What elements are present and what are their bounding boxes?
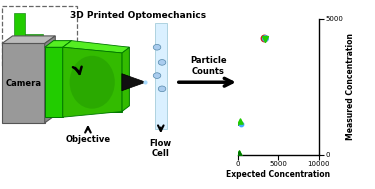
Polygon shape <box>63 47 122 117</box>
Text: Flow
Cell: Flow Cell <box>150 139 172 158</box>
Ellipse shape <box>70 56 115 109</box>
Polygon shape <box>2 36 55 43</box>
Polygon shape <box>45 47 63 117</box>
Circle shape <box>153 44 161 50</box>
Text: Particle
Counts: Particle Counts <box>190 57 227 76</box>
Point <box>237 121 243 124</box>
FancyBboxPatch shape <box>2 43 45 123</box>
X-axis label: Expected Concentration: Expected Concentration <box>226 170 330 179</box>
Point <box>262 37 268 40</box>
Polygon shape <box>154 23 167 129</box>
Polygon shape <box>63 41 129 53</box>
Circle shape <box>158 60 166 65</box>
Point <box>236 153 242 156</box>
Polygon shape <box>105 47 129 53</box>
FancyBboxPatch shape <box>4 60 75 65</box>
Y-axis label: Measured Concentration: Measured Concentration <box>346 33 355 140</box>
FancyBboxPatch shape <box>2 6 77 66</box>
FancyBboxPatch shape <box>25 34 43 41</box>
Point <box>262 38 268 41</box>
Polygon shape <box>63 41 72 117</box>
Polygon shape <box>45 36 55 123</box>
Point <box>236 151 242 154</box>
Polygon shape <box>45 41 72 47</box>
FancyBboxPatch shape <box>36 41 43 60</box>
Text: Camera: Camera <box>5 79 41 88</box>
Polygon shape <box>122 74 146 91</box>
Text: 3D Printed Optomechanics: 3D Printed Optomechanics <box>70 11 206 20</box>
Circle shape <box>153 73 161 78</box>
Point <box>236 152 242 155</box>
Circle shape <box>158 86 166 92</box>
Polygon shape <box>122 47 129 112</box>
Point <box>261 36 267 40</box>
Point <box>237 122 243 125</box>
Point <box>237 119 243 122</box>
Polygon shape <box>105 53 122 112</box>
FancyBboxPatch shape <box>14 13 25 60</box>
Text: Objective: Objective <box>65 135 111 144</box>
